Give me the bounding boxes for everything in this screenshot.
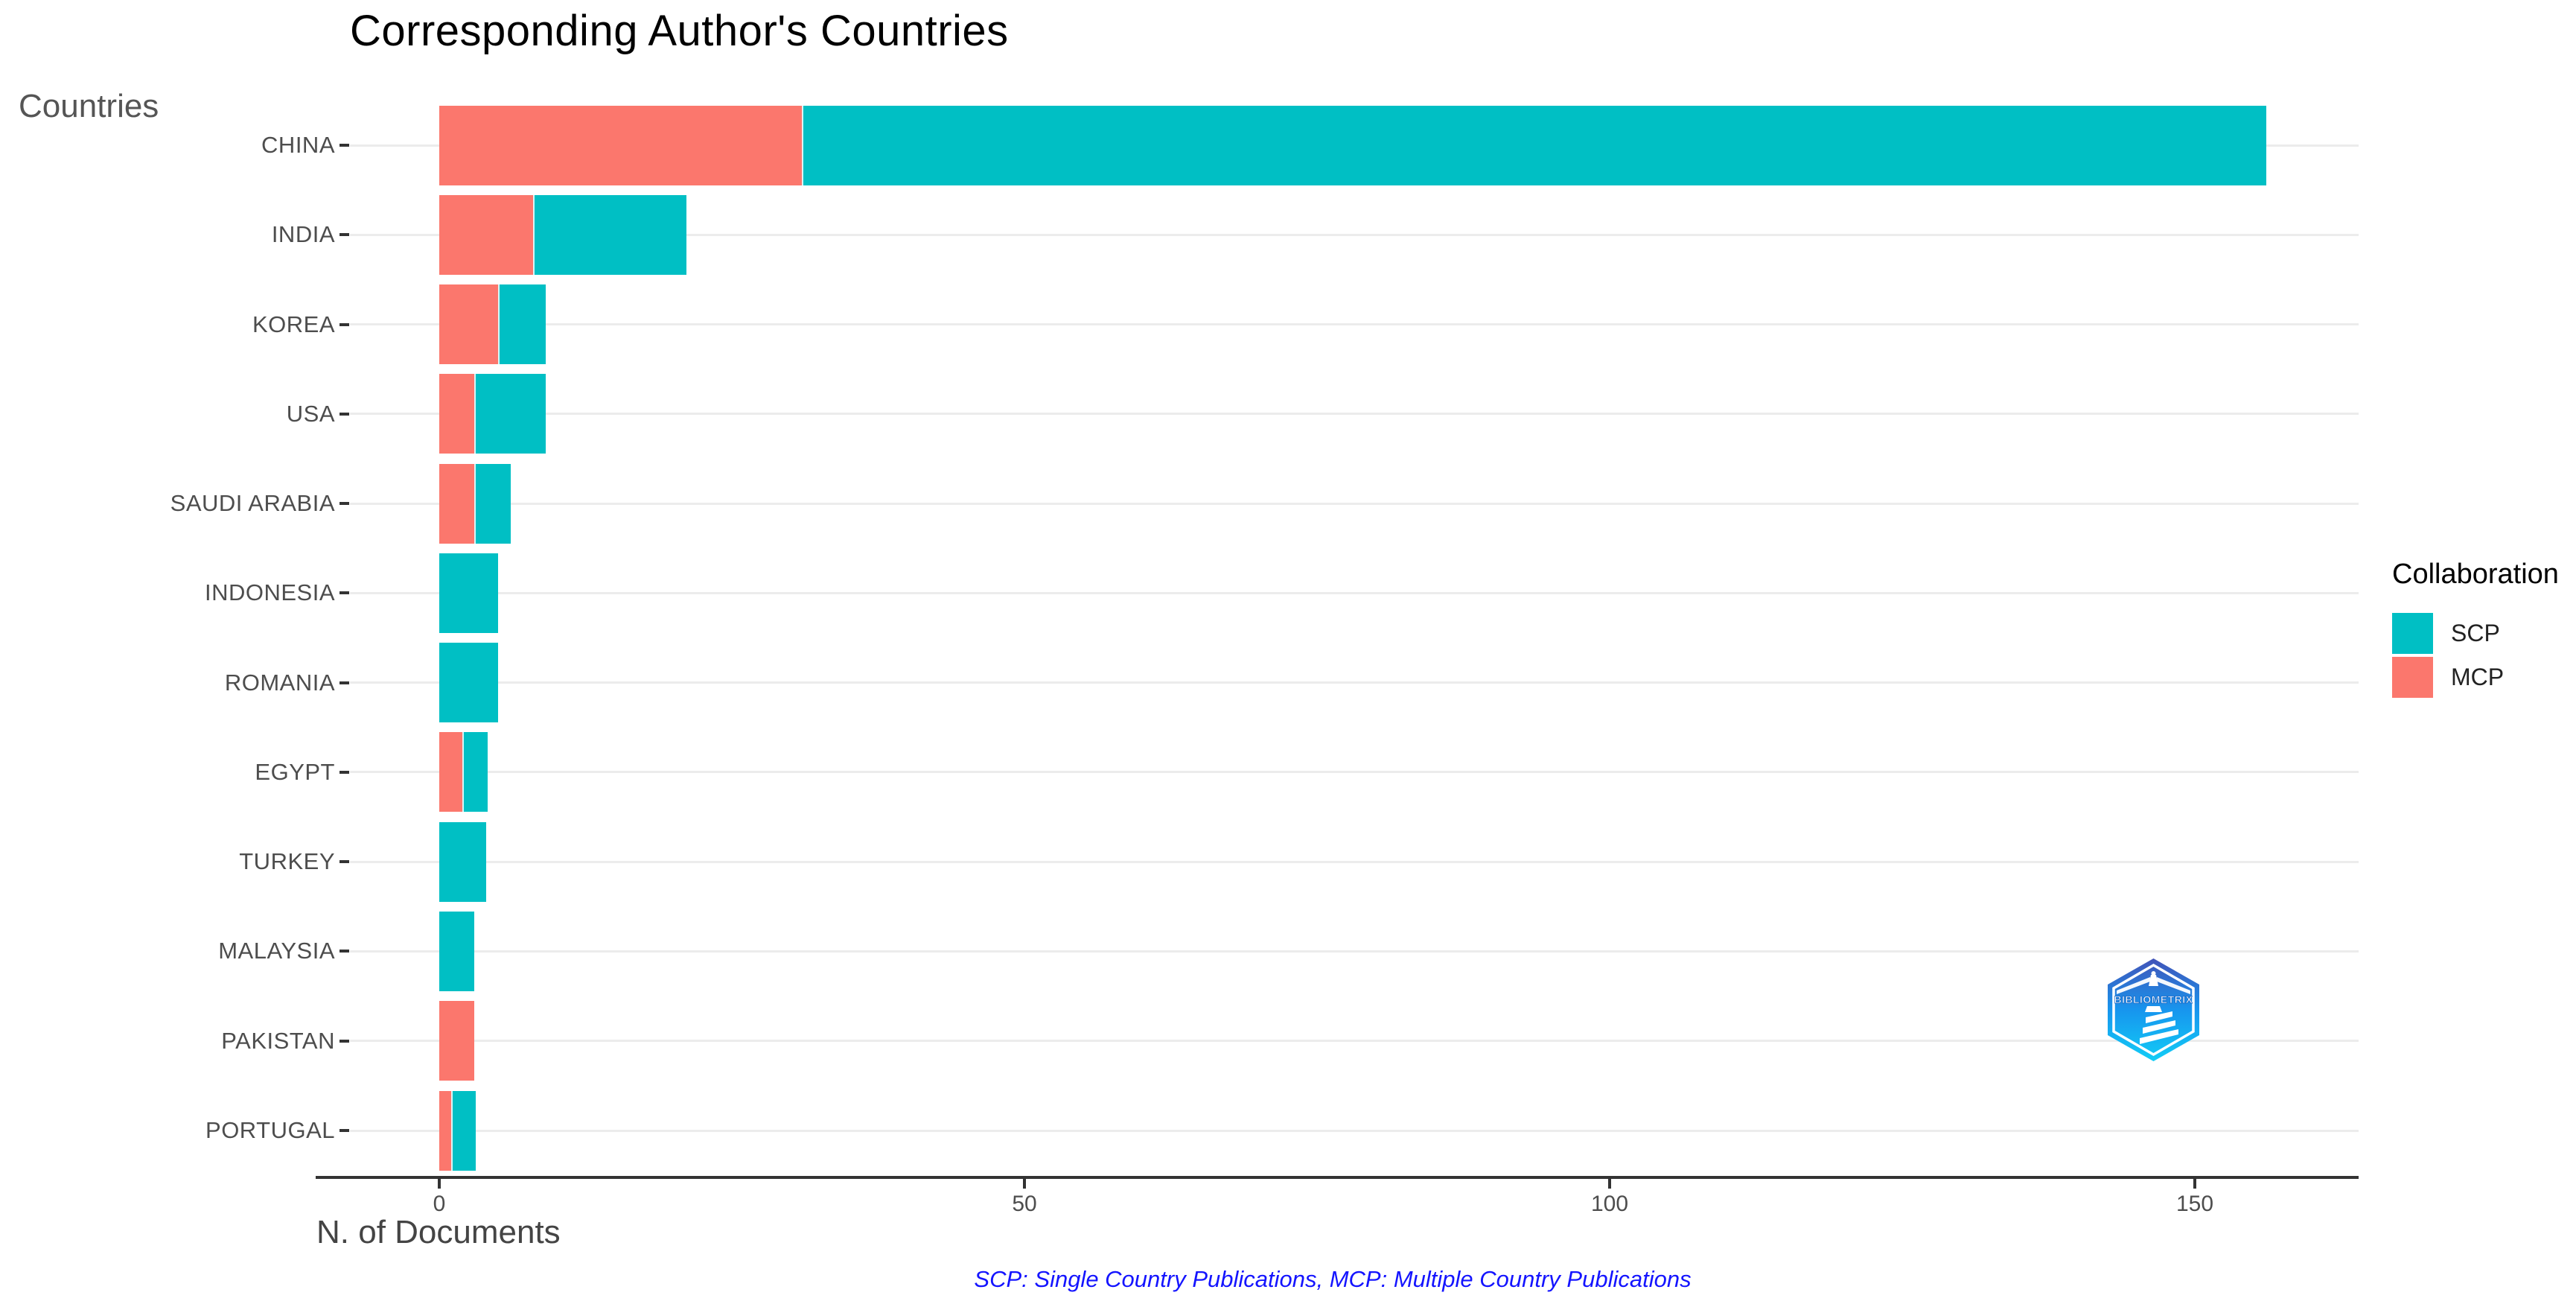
country-label: TURKEY (239, 848, 335, 875)
bar-segment-scp (497, 284, 546, 364)
row-gridline (350, 1040, 2359, 1043)
bar-segment-mcp (439, 105, 803, 185)
y-tick-mark (339, 233, 349, 237)
bar-segment-scp (450, 1090, 476, 1171)
country-label: PAKISTAN (221, 1027, 335, 1054)
row-gridline (350, 591, 2359, 594)
y-tick-mark (339, 502, 349, 506)
y-tick-mark (339, 770, 349, 774)
legend: Collaboration SCP MCP (2392, 559, 2559, 701)
country-label: PORTUGAL (205, 1117, 335, 1143)
logo-hexagon-inner-border (2112, 963, 2195, 1057)
row-gridline (350, 413, 2359, 416)
bar-segment-mcp (439, 374, 475, 454)
legend-title: Collaboration (2392, 559, 2559, 590)
x-tick-label: 0 (433, 1192, 446, 1216)
x-tick-label: 150 (2175, 1192, 2214, 1216)
y-tick-mark (339, 412, 349, 416)
row-gridline (350, 323, 2359, 325)
x-axis-title: N. of Documents (316, 1214, 561, 1250)
bar-segment-scp (439, 821, 486, 902)
y-tick-mark (339, 950, 349, 953)
chart-title: Corresponding Author's Countries (350, 7, 1009, 55)
bar-segment-scp (532, 194, 687, 275)
bar-segment-scp (474, 463, 511, 544)
logo-text: BIBLIOMETRIX (2114, 993, 2193, 1005)
legend-item-mcp: MCP (2392, 657, 2559, 698)
legend-item-scp: SCP (2392, 613, 2559, 654)
bar-segment-scp (439, 911, 475, 991)
bar-segment-scp (439, 643, 498, 723)
bar-segment-mcp (439, 1090, 451, 1171)
country-label: SAUDI ARABIA (170, 490, 335, 517)
bibliometrix-logo: BIBLIOMETRIX (2108, 958, 2199, 1061)
bar-segment-scp (474, 374, 546, 454)
y-tick-mark (339, 144, 349, 147)
bar-segment-mcp (439, 284, 498, 364)
y-tick-mark (339, 860, 349, 864)
bar-segment-mcp (439, 194, 533, 275)
row-gridline (350, 502, 2359, 505)
x-tick-mark (2193, 1179, 2196, 1189)
y-tick-mark (339, 1129, 349, 1132)
country-label: ROMANIA (224, 669, 335, 696)
country-label: CHINA (261, 132, 335, 158)
row-gridline (350, 681, 2359, 684)
y-tick-mark (339, 322, 349, 326)
y-axis-title: Countries (19, 88, 159, 124)
bar-segment-mcp (439, 1001, 475, 1081)
row-gridline (350, 860, 2359, 863)
y-tick-mark (339, 1039, 349, 1043)
bar-segment-mcp (439, 732, 463, 812)
row-gridline (350, 1129, 2359, 1132)
row-gridline (350, 771, 2359, 774)
x-tick-mark (1023, 1179, 1026, 1189)
country-label: USA (286, 400, 335, 427)
legend-item-label: SCP (2451, 620, 2500, 646)
x-tick-mark (1608, 1179, 1611, 1189)
row-gridline (350, 233, 2359, 236)
bar-segment-scp (439, 553, 498, 633)
country-label: INDIA (271, 221, 335, 248)
y-tick-mark (339, 591, 349, 595)
scp-color-swatch (2392, 613, 2433, 654)
row-gridline (350, 950, 2359, 953)
country-label: INDONESIA (204, 579, 335, 606)
legend-item-label: MCP (2451, 664, 2505, 690)
caption: SCP: Single Country Publications, MCP: M… (974, 1266, 1692, 1292)
x-tick-mark (438, 1179, 441, 1189)
y-tick-mark (339, 681, 349, 684)
country-label: EGYPT (255, 758, 335, 785)
country-label: MALAYSIA (218, 938, 335, 964)
bar-segment-mcp (439, 463, 475, 544)
bar-segment-scp (802, 105, 2267, 185)
x-tick-label: 100 (1590, 1192, 1629, 1216)
x-tick-label: 50 (1012, 1192, 1037, 1216)
bar-segment-scp (462, 732, 488, 812)
mcp-color-swatch (2392, 657, 2433, 698)
x-axis-line (316, 1176, 2359, 1179)
country-label: KOREA (252, 311, 335, 337)
